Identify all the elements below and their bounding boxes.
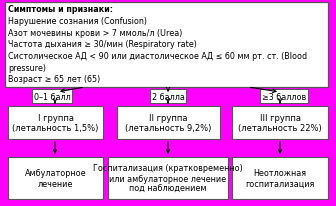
Text: 0–1 балл: 0–1 балл bbox=[34, 92, 70, 101]
Bar bbox=[232, 157, 328, 199]
Text: Неотложная
госпитализация: Неотложная госпитализация bbox=[245, 169, 315, 188]
Text: 2 балла: 2 балла bbox=[152, 92, 184, 101]
Text: I группа
(летальность 1,5%): I группа (летальность 1,5%) bbox=[12, 113, 99, 132]
Bar bbox=[117, 107, 220, 139]
Text: Госпитализация (кратковременно)
или амбулаторное лечение
под наблюдением: Госпитализация (кратковременно) или амбу… bbox=[93, 163, 243, 193]
Text: Симптомы и признаки:: Симптомы и признаки: bbox=[8, 6, 113, 14]
Bar bbox=[8, 107, 103, 139]
Bar bbox=[5, 3, 328, 88]
Text: Возраст ≥ 65 лет (65): Возраст ≥ 65 лет (65) bbox=[8, 75, 100, 84]
Text: pressure): pressure) bbox=[8, 63, 46, 72]
Bar bbox=[108, 157, 228, 199]
Text: III группа
(летальность 22%): III группа (летальность 22%) bbox=[238, 113, 322, 132]
Text: Нарушение сознания (Confusion): Нарушение сознания (Confusion) bbox=[8, 17, 147, 26]
Text: Амбулаторное
лечение: Амбулаторное лечение bbox=[25, 169, 86, 188]
Text: Систолическое АД < 90 или диастолическое АД ≤ 60 мм рт. ст. (Blood: Систолическое АД < 90 или диастолическое… bbox=[8, 52, 307, 61]
Text: ≥3 баллов: ≥3 баллов bbox=[262, 92, 306, 101]
Text: Частота дыхания ≥ 30/мин (Respiratory rate): Частота дыхания ≥ 30/мин (Respiratory ra… bbox=[8, 40, 197, 49]
Bar bbox=[8, 157, 103, 199]
Text: II группа
(летальность 9,2%): II группа (летальность 9,2%) bbox=[125, 113, 212, 132]
Bar bbox=[232, 107, 328, 139]
Text: Азот мочевины крови > 7 ммоль/л (Urea): Азот мочевины крови > 7 ммоль/л (Urea) bbox=[8, 29, 182, 38]
